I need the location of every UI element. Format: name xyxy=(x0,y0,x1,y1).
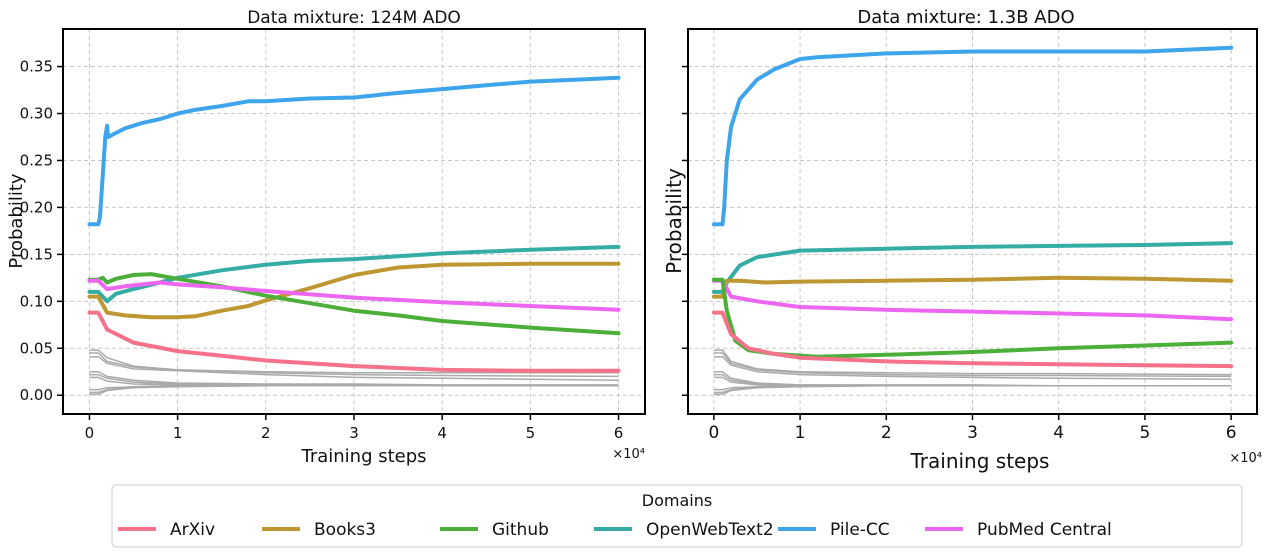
series-line-arxiv xyxy=(711,310,1234,369)
other-domain-line xyxy=(713,355,1232,381)
y-tick-label: 0.10 xyxy=(20,292,53,310)
y-tick-label: 0.25 xyxy=(20,151,53,169)
x-tick-label: 4 xyxy=(1053,423,1064,443)
series-line-books3 xyxy=(87,261,621,320)
y-tick-label: 0.15 xyxy=(20,245,53,263)
y-tick-label: 0.30 xyxy=(20,105,53,123)
legend-entry: ArXiv xyxy=(170,520,215,540)
y-tick-label: 0.05 xyxy=(20,339,53,357)
legend-entry: Books3 xyxy=(314,520,376,540)
series-line-books3 xyxy=(711,275,1234,299)
series-line-github xyxy=(87,272,621,336)
legend-entry: OpenWebText2 xyxy=(646,520,774,540)
series-line-pile-cc xyxy=(711,45,1234,227)
legend-title: Domains xyxy=(642,491,712,510)
x-tick-label: 0 xyxy=(85,424,95,442)
x-tick-label: 1 xyxy=(795,423,806,443)
x-tick-label: 5 xyxy=(1140,423,1151,443)
x-tick-label: 6 xyxy=(1226,423,1237,443)
x-tick-label: 2 xyxy=(881,423,892,443)
other-domain-line xyxy=(89,352,619,374)
x-tick-label: 4 xyxy=(437,424,447,442)
legend-entry: PubMed Central xyxy=(977,520,1112,540)
other-domain-line xyxy=(713,385,1232,396)
y-axis-label: Probability xyxy=(6,173,27,268)
panel-1-3b: Data mixture: 1.3B ADO Training steps Pr… xyxy=(662,7,1262,473)
x-tick-label: 5 xyxy=(526,424,536,442)
x-tick-label: 6 xyxy=(614,424,624,442)
other-domain-line xyxy=(89,385,619,396)
chart-title: Data mixture: 124M ADO xyxy=(247,8,461,28)
plot-frame xyxy=(687,28,1258,415)
y-tick-label: 0.20 xyxy=(20,198,53,216)
y-tick-label: 0.00 xyxy=(20,386,53,404)
y-tick-label: 0.35 xyxy=(20,58,53,76)
other-domain-line xyxy=(713,352,1232,378)
series-line-pile-cc xyxy=(87,75,621,227)
x-axis-label: Training steps xyxy=(300,446,426,467)
x-offset-label: ×10⁴ xyxy=(1229,451,1262,466)
legend-entry: Github xyxy=(492,520,549,540)
x-tick-label: 3 xyxy=(349,424,359,442)
plot-frame xyxy=(62,28,646,415)
x-tick-label: 0 xyxy=(708,423,719,443)
legend-entry: Pile-CC xyxy=(830,520,890,540)
series-line-pubmed-central xyxy=(711,278,1234,322)
other-domain-line xyxy=(713,349,1232,376)
x-axis-label: Training steps xyxy=(910,449,1050,473)
series-line-openwebtext2 xyxy=(87,244,621,304)
legend-frame xyxy=(111,484,1243,548)
other-domain-line xyxy=(89,355,619,381)
x-tick-label: 2 xyxy=(261,424,271,442)
series-line-arxiv xyxy=(87,310,621,373)
x-offset-label: ×10⁴ xyxy=(612,447,645,462)
legend: Domains ArXiv Books3 Github OpenWebText2 Pil… xyxy=(111,484,1243,548)
panel-124m: Data mixture: 124M ADO Training steps Pr… xyxy=(6,8,646,467)
y-axis-label: Probability xyxy=(662,168,686,274)
x-tick-label: 1 xyxy=(173,424,183,442)
series-line-pubmed-central xyxy=(87,278,621,312)
chart-title: Data mixture: 1.3B ADO xyxy=(857,7,1074,28)
other-domain-line xyxy=(89,370,619,386)
x-tick-label: 3 xyxy=(967,423,978,443)
